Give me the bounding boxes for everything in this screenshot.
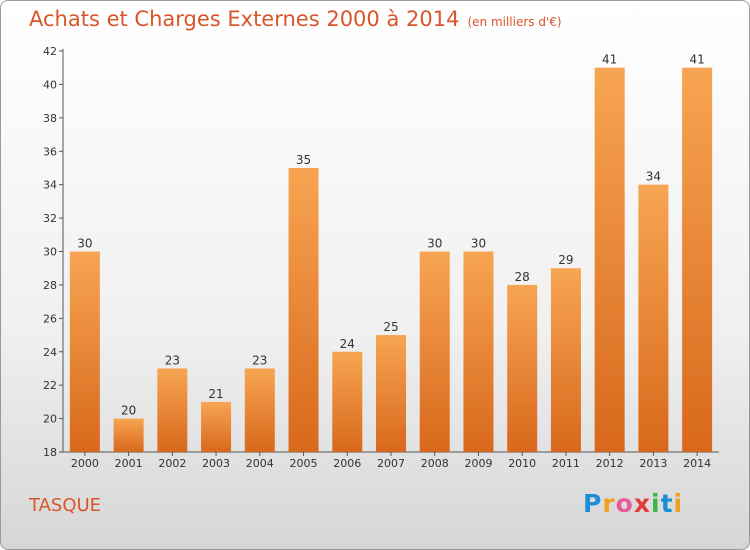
data-label: 24: [340, 337, 355, 351]
bar: [594, 67, 625, 452]
y-tick-label: 22: [43, 379, 57, 392]
data-label: 30: [427, 237, 442, 251]
bar: [201, 401, 232, 452]
y-tick-label: 18: [43, 446, 57, 459]
x-tick-label: 2004: [246, 457, 274, 470]
data-label: 20: [121, 404, 136, 418]
x-tick-label: 2009: [464, 457, 492, 470]
y-tick-label: 40: [43, 78, 57, 91]
data-label: 30: [77, 237, 92, 251]
y-tick-label: 28: [43, 279, 57, 292]
y-tick-label: 36: [43, 145, 57, 158]
x-tick-label: 2010: [508, 457, 536, 470]
commune-name: TASQUE: [29, 495, 102, 516]
bar: [638, 184, 669, 452]
x-tick-label: 2014: [683, 457, 711, 470]
logo-letter: i: [673, 489, 684, 518]
x-tick-label: 2003: [202, 457, 230, 470]
y-tick-label: 20: [43, 413, 57, 426]
data-label: 35: [296, 153, 311, 167]
x-tick-label: 2013: [639, 457, 667, 470]
y-tick-label: 30: [43, 246, 57, 259]
x-tick-label: 2006: [333, 457, 361, 470]
data-label: 30: [471, 237, 486, 251]
logo-letter: o: [615, 489, 634, 518]
x-tick-label: 2011: [552, 457, 580, 470]
bar: [69, 251, 100, 452]
y-tick-label: 34: [43, 179, 57, 192]
data-label: 25: [383, 320, 398, 334]
x-tick-label: 2002: [158, 457, 186, 470]
data-label: 21: [208, 387, 223, 401]
y-tick-label: 32: [43, 212, 57, 225]
x-tick-label: 2007: [377, 457, 405, 470]
logo-letter: x: [633, 489, 651, 518]
bar: [507, 284, 538, 452]
data-label: 34: [646, 170, 661, 184]
x-tick-label: 2001: [115, 457, 143, 470]
x-tick-label: 2005: [290, 457, 318, 470]
bar: [332, 351, 363, 452]
y-tick-label: 38: [43, 112, 57, 125]
y-tick-label: 26: [43, 312, 57, 325]
data-label: 28: [515, 270, 530, 284]
bar: [288, 167, 319, 453]
bar: [419, 251, 450, 452]
logo-letter: r: [602, 489, 616, 518]
data-label: 41: [602, 53, 617, 67]
data-label: 29: [558, 253, 573, 267]
data-label: 23: [252, 353, 267, 367]
logo-letter: t: [660, 489, 674, 518]
chart-title: Achats et Charges Externes 2000 à 2014 (e…: [29, 7, 562, 31]
y-tick-label: 24: [43, 346, 57, 359]
data-label: 23: [165, 353, 180, 367]
logo-letter: P: [583, 489, 603, 518]
chart-title-text: Achats et Charges Externes 2000 à 2014: [29, 7, 460, 31]
x-tick-label: 2000: [71, 457, 99, 470]
bar: [376, 335, 406, 452]
bar: [157, 368, 188, 452]
x-tick-label: 2012: [596, 457, 624, 470]
logo-letter: i: [651, 489, 661, 518]
data-label: 41: [689, 53, 704, 67]
y-tick-label: 42: [43, 45, 57, 58]
bar: [550, 268, 581, 452]
proxiti-logo: Proxiti: [583, 489, 683, 518]
bar: [244, 368, 275, 452]
bar: [463, 251, 494, 452]
bar: [682, 67, 713, 452]
chart-unit: (en milliers d'€): [467, 15, 562, 29]
x-tick-label: 2008: [421, 457, 449, 470]
bar: [113, 418, 144, 452]
